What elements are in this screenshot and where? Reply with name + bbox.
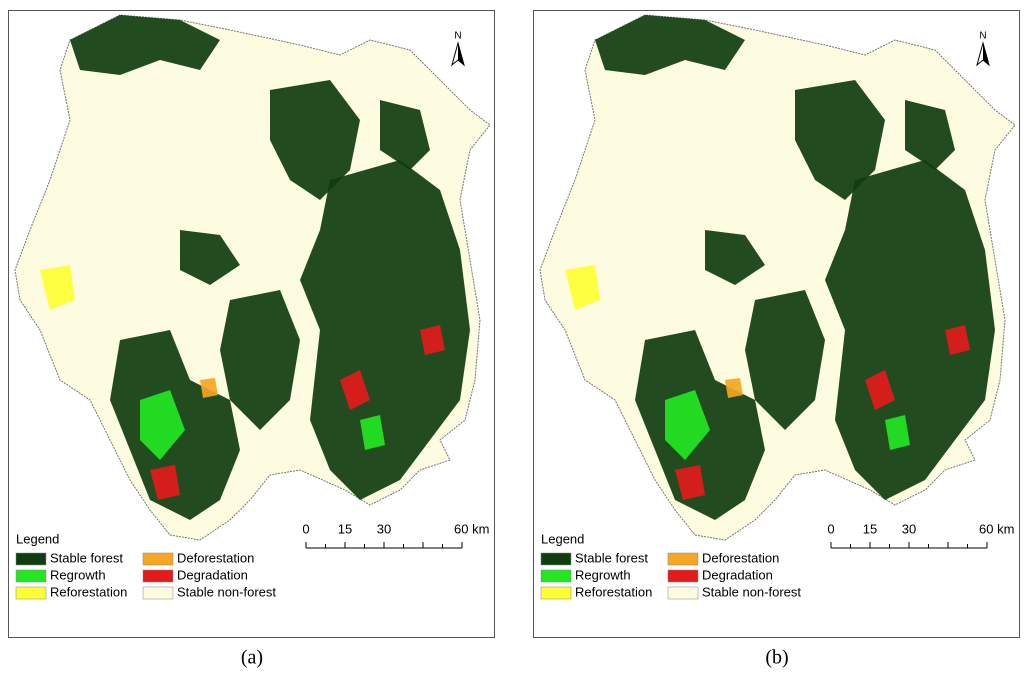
legend-swatch [540,569,572,583]
north-arrow-half [458,43,464,65]
land-cover-patch [360,415,385,450]
land-cover-patch [945,325,970,355]
legend-title: Legend [541,531,584,546]
scale-label: 60 km [979,521,1014,536]
land-cover-patch [865,370,895,410]
legend-swatch [142,552,174,566]
legend-swatch [667,552,699,566]
map [539,14,1016,541]
legend-swatch [15,552,47,566]
legend-label: Reforestation [50,584,127,599]
land-cover-patch [745,290,825,430]
legend-label: Regrowth [50,567,106,582]
land-cover-patch [380,100,430,170]
scale-label: 15 [863,521,877,536]
legend-label: Stable non-forest [702,584,801,599]
legend-label: Reforestation [575,584,652,599]
scale-label: 30 [902,521,916,536]
legend-label: Degradation [177,567,248,582]
north-arrow-half [983,43,989,65]
panel-caption: (b) [765,647,788,669]
land-cover-patch [200,378,218,398]
land-cover-patch [675,465,705,500]
legend-label: Stable forest [50,550,123,565]
land-cover-patch [300,160,470,500]
legend-label: Stable forest [575,550,648,565]
legend-title: Legend [16,531,59,546]
land-cover-patch [665,390,710,460]
land-cover-patch [220,290,300,430]
legend-label: Degradation [702,567,773,582]
land-cover-patch [565,265,600,310]
land-cover-patch [270,80,360,200]
land-cover-patch [180,230,240,285]
map [14,14,491,541]
legend-swatch [667,586,699,600]
land-cover-patch [150,465,180,500]
land-cover-patch [825,160,995,500]
scale-label: 0 [827,521,834,536]
scale-label: 60 km [454,521,489,536]
land-cover-patch [885,415,910,450]
map-panel: N Legend Stable forest Regrowth Reforestatio… [8,10,495,638]
land-cover-patch [725,378,743,398]
panel-caption: (a) [241,647,263,669]
land-cover-patch [705,230,765,285]
scale-label: 15 [338,521,352,536]
land-cover-patch [905,100,955,170]
legend-swatch [540,586,572,600]
land-cover-patch [40,265,75,310]
land-cover-patch [420,325,445,355]
legend-label: Stable non-forest [177,584,276,599]
land-cover-patch [340,370,370,410]
legend-label: Deforestation [702,550,779,565]
north-label: N [454,31,461,42]
legend-swatch [142,569,174,583]
land-cover-patch [595,15,745,75]
land-cover-patch [70,15,220,75]
legend-swatch [667,569,699,583]
scale-label: 30 [377,521,391,536]
north-label: N [979,31,986,42]
land-cover-patch [795,80,885,200]
legend-swatch [15,586,47,600]
scale-label: 0 [302,521,309,536]
map-panel: N Legend Stable forest Regrowth Reforestatio… [533,10,1020,638]
legend-label: Deforestation [177,550,254,565]
legend-swatch [142,586,174,600]
legend-swatch [15,569,47,583]
legend-swatch [540,552,572,566]
legend-label: Regrowth [575,567,631,582]
land-cover-patch [140,390,185,460]
